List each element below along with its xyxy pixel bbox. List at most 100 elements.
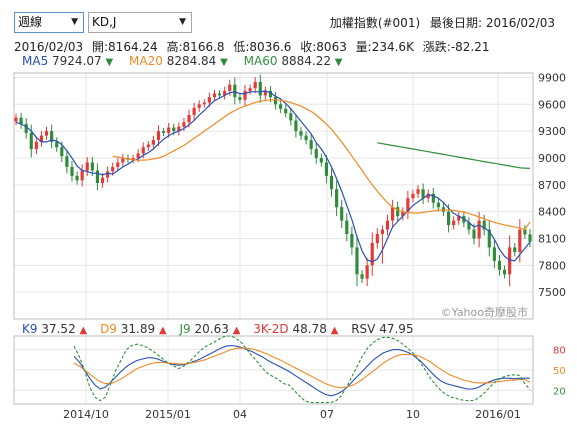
candle-body	[182, 122, 186, 127]
candle-body	[370, 242, 374, 266]
candle-body	[350, 234, 354, 248]
candle-body	[467, 222, 471, 230]
candle-body	[487, 229, 491, 248]
candle-body	[197, 104, 201, 108]
k3-2d-legend: 3K-2D 48.78 ▲	[253, 322, 342, 336]
kd-tick-label: 50	[553, 366, 566, 377]
candle-body	[268, 90, 273, 98]
candle-body	[294, 120, 298, 132]
indicator-select[interactable]: KD,J ▼	[88, 12, 192, 33]
candle-body	[299, 131, 303, 136]
k9-line	[73, 344, 530, 397]
quote-close: 收:8063	[300, 40, 347, 54]
candlesticks	[14, 74, 532, 287]
candle-body	[436, 202, 440, 208]
ma5-label: MA5	[22, 54, 49, 68]
candle-body	[360, 274, 364, 279]
rsv-value: 47.95	[379, 322, 414, 336]
candle-body	[29, 132, 33, 150]
up-arrow-icon: ▲	[232, 325, 241, 336]
price-axis: 7500 7800 8100 8400 8700 9000 9300 9600 9900	[538, 71, 566, 299]
candle-body	[477, 220, 481, 239]
rsv-legend: RSV 47.95	[351, 322, 413, 336]
candle-body	[172, 127, 176, 132]
candle-body	[167, 127, 171, 133]
candle-body	[44, 131, 49, 136]
candle-body	[523, 229, 527, 235]
candle-body	[75, 175, 79, 181]
candle-body	[273, 97, 278, 105]
kd-axis: 20 50 80	[553, 346, 566, 398]
quote-change: 漲跌:-82.21	[422, 40, 490, 54]
price-tick-label: 7800	[538, 259, 566, 272]
period-select[interactable]: 週線 ▼	[14, 12, 84, 33]
candle-body	[146, 144, 150, 148]
j9-label: J9	[179, 322, 191, 336]
candle-body	[446, 211, 451, 226]
candle-body	[90, 162, 94, 171]
candle-body	[207, 97, 211, 103]
candle-body	[411, 193, 415, 199]
ma5-value: 7924.07	[52, 54, 102, 68]
candle-body	[14, 117, 18, 122]
price-tick-label: 7500	[538, 286, 566, 299]
indicator-select-value: KD,J	[92, 15, 117, 29]
candle-body	[60, 147, 64, 157]
candle-body	[319, 157, 323, 163]
moving-averages	[15, 90, 531, 263]
price-tick-label: 9900	[538, 71, 566, 84]
candle-body	[431, 193, 435, 203]
candle-body	[217, 93, 222, 96]
price-grid	[14, 73, 533, 319]
k9-label: K9	[22, 322, 38, 336]
time-tick-label: 2014/10	[63, 408, 109, 421]
candle-body	[355, 247, 359, 275]
ma60-value: 8884.22	[281, 54, 331, 68]
up-arrow-icon: ▲	[79, 325, 88, 336]
quote-volume: 量:234.6K	[355, 40, 414, 54]
candle-body	[502, 269, 507, 275]
candle-body	[121, 157, 125, 163]
candle-body	[513, 247, 517, 252]
time-tick-label: 2015/01	[145, 408, 191, 421]
candle-body	[65, 156, 69, 167]
candle-body	[508, 247, 512, 275]
candle-body	[426, 193, 430, 199]
candle-body	[314, 149, 318, 158]
candle-body	[482, 220, 486, 230]
candle-body	[192, 107, 196, 116]
d9-line	[73, 347, 531, 389]
kd-tick-label: 80	[553, 346, 566, 357]
candle-body	[202, 102, 206, 105]
time-tick-label: 10	[406, 408, 420, 421]
candle-body	[141, 147, 145, 154]
candle-body	[309, 140, 313, 150]
candle-body	[335, 189, 339, 208]
chart-header: 加權指數(#001) 最後日期: 2016/02/03	[324, 14, 555, 31]
candle-body	[258, 81, 262, 96]
quote-date: 2016/02/03	[14, 40, 84, 54]
candle-body	[304, 135, 308, 141]
down-arrow-icon: ▼	[220, 57, 228, 68]
price-tick-label: 8100	[538, 232, 566, 245]
candle-body	[457, 216, 461, 221]
price-tick-label: 9600	[538, 98, 566, 111]
up-arrow-icon: ▲	[330, 325, 339, 336]
ma20-label: MA20	[129, 54, 163, 68]
down-arrow-icon: ▼	[105, 57, 114, 68]
candle-body	[156, 131, 161, 141]
candle-body	[39, 135, 44, 142]
candle-body	[34, 141, 38, 150]
candle-body	[492, 247, 496, 261]
watermark: ©Yahoo奇摩股市	[441, 305, 528, 319]
time-tick-label: 07	[320, 408, 334, 421]
j9-legend: J9 20.63 ▲	[179, 322, 244, 336]
candle-body	[329, 175, 334, 190]
candle-body	[111, 166, 115, 172]
candle-body	[162, 131, 166, 133]
j9-value: 20.63	[194, 322, 229, 336]
k3-2d-value: 48.78	[292, 322, 327, 336]
candle-body	[248, 88, 252, 91]
candle-body	[421, 189, 425, 199]
candle-body	[340, 207, 344, 221]
